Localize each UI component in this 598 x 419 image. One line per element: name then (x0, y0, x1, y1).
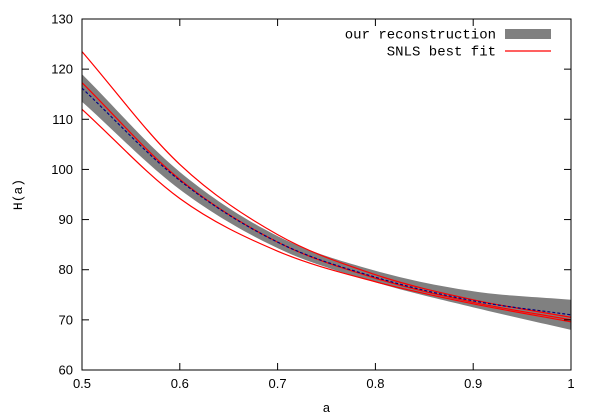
snls-fit-line-3 (81, 51, 572, 318)
axes: 0.5 0.6 0.7 0.8 0.9 1 60 70 80 90 100 110 120 130 (51, 12, 574, 392)
y-tick-label: 100 (51, 162, 73, 177)
y-axis-label: H(a) (11, 179, 26, 210)
y-tick-label: 70 (59, 312, 73, 327)
x-tick-label: 0.5 (73, 376, 91, 391)
y-tick-label: 110 (52, 112, 73, 127)
reconstruction-mean-line (81, 87, 572, 316)
x-tick-label: 0.8 (366, 376, 384, 391)
x-tick-label: 1 (567, 376, 574, 391)
y-tick-label: 80 (59, 262, 73, 277)
plot-frame (81, 18, 572, 371)
y-tick-label: 60 (59, 363, 73, 378)
snls-fit-line-2 (81, 82, 572, 321)
x-tick-label: 0.9 (464, 376, 482, 391)
legend-label-1: SNLS best fit (387, 45, 496, 61)
x-tick-label: 0.6 (171, 376, 189, 391)
reconstruction-band (82, 74, 571, 330)
legend-swatch-band (505, 29, 551, 39)
y-tick-label: 120 (51, 62, 73, 77)
x-tick-label: 0.7 (269, 376, 287, 391)
x-axis-label: a (323, 401, 331, 416)
y-tick-label: 130 (51, 12, 73, 27)
legend-label-0: our reconstruction (345, 28, 496, 44)
snls-fit-line-4 (81, 108, 572, 323)
y-tick-label: 90 (59, 212, 73, 227)
data-series (81, 51, 572, 330)
